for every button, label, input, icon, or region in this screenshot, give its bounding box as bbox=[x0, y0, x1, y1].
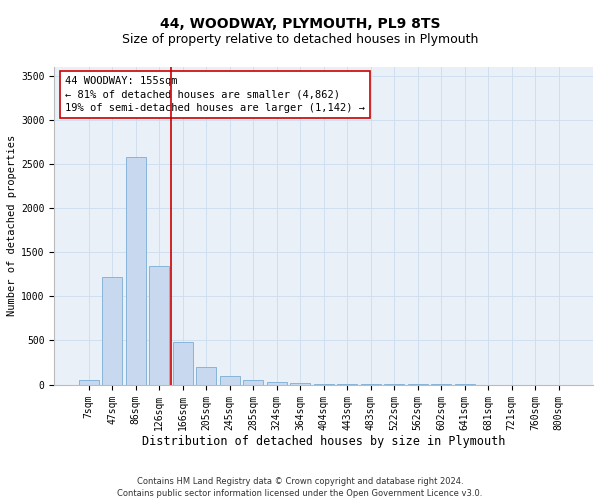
Text: Size of property relative to detached houses in Plymouth: Size of property relative to detached ho… bbox=[122, 32, 478, 46]
Bar bbox=[243, 380, 263, 384]
Text: Contains HM Land Registry data © Crown copyright and database right 2024.: Contains HM Land Registry data © Crown c… bbox=[137, 478, 463, 486]
Bar bbox=[103, 277, 122, 384]
Bar bbox=[220, 376, 240, 384]
X-axis label: Distribution of detached houses by size in Plymouth: Distribution of detached houses by size … bbox=[142, 435, 505, 448]
Bar bbox=[149, 266, 169, 384]
Text: 44, WOODWAY, PLYMOUTH, PL9 8TS: 44, WOODWAY, PLYMOUTH, PL9 8TS bbox=[160, 18, 440, 32]
Text: 44 WOODWAY: 155sqm
← 81% of detached houses are smaller (4,862)
19% of semi-deta: 44 WOODWAY: 155sqm ← 81% of detached hou… bbox=[65, 76, 365, 113]
Bar bbox=[267, 382, 287, 384]
Bar bbox=[196, 367, 216, 384]
Bar bbox=[173, 342, 193, 384]
Bar bbox=[290, 383, 310, 384]
Text: Contains public sector information licensed under the Open Government Licence v3: Contains public sector information licen… bbox=[118, 489, 482, 498]
Bar bbox=[79, 380, 99, 384]
Y-axis label: Number of detached properties: Number of detached properties bbox=[7, 135, 17, 316]
Bar bbox=[126, 157, 146, 384]
